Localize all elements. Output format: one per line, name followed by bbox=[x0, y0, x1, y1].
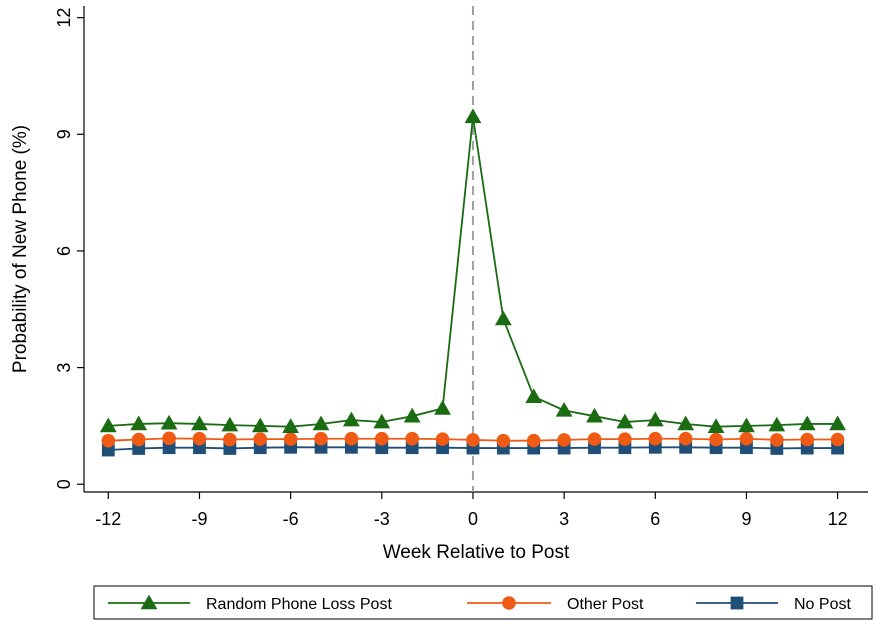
data-point bbox=[646, 411, 664, 427]
legend-item-no-post: No Post bbox=[696, 596, 851, 613]
data-point bbox=[830, 432, 845, 447]
data-point bbox=[709, 432, 723, 447]
x-tick-label: -6 bbox=[283, 509, 299, 529]
data-point bbox=[251, 417, 269, 433]
legend-marker bbox=[502, 596, 516, 610]
data-point bbox=[130, 415, 148, 431]
x-tick-label: 6 bbox=[650, 509, 660, 529]
x-ticks: -12 -9 -6 -3 0 3 6 9 12 bbox=[95, 492, 848, 529]
data-point bbox=[557, 433, 571, 447]
x-tick-label: -12 bbox=[95, 509, 121, 529]
y-tick-label: 12 bbox=[54, 8, 74, 28]
data-point bbox=[586, 407, 603, 423]
data-point bbox=[738, 417, 755, 433]
data-point bbox=[555, 401, 573, 417]
data-point bbox=[403, 407, 421, 423]
y-ticks: 0 3 6 9 12 bbox=[54, 8, 84, 489]
legend-items: Random Phone Loss Post Other Post No Post bbox=[108, 594, 851, 613]
data-point bbox=[618, 432, 632, 446]
x-tick-label: 0 bbox=[468, 509, 478, 529]
data-point bbox=[770, 433, 784, 447]
data-point bbox=[221, 416, 239, 432]
data-point bbox=[739, 431, 754, 446]
data-point bbox=[677, 415, 695, 431]
data-point bbox=[587, 432, 602, 446]
data-point bbox=[312, 415, 330, 431]
data-point bbox=[435, 432, 450, 446]
legend-label: Other Post bbox=[567, 596, 644, 613]
data-point bbox=[616, 413, 634, 429]
data-point bbox=[162, 441, 176, 455]
data-point bbox=[526, 433, 541, 448]
x-axis-label: Week Relative to Post bbox=[383, 542, 570, 563]
data-point bbox=[343, 411, 360, 427]
legend-label: Random Phone Loss Post bbox=[206, 596, 392, 613]
data-point bbox=[525, 388, 543, 404]
data-point bbox=[464, 108, 482, 124]
data-point bbox=[434, 400, 451, 415]
series-layer bbox=[99, 108, 847, 457]
data-point bbox=[466, 433, 480, 447]
series-random-phone-loss-post bbox=[99, 108, 847, 433]
legend-item-other-post: Other Post bbox=[467, 596, 644, 613]
x-tick-label: 9 bbox=[741, 509, 751, 529]
data-point bbox=[374, 431, 389, 446]
data-point bbox=[314, 431, 328, 446]
data-point bbox=[678, 431, 693, 446]
data-point bbox=[768, 416, 786, 432]
data-point bbox=[494, 310, 512, 326]
legend-marker bbox=[730, 596, 744, 610]
data-point bbox=[373, 413, 391, 429]
x-tick-label: 3 bbox=[559, 509, 569, 529]
data-point bbox=[101, 443, 115, 457]
data-point bbox=[191, 415, 208, 431]
y-tick-label: 0 bbox=[54, 479, 74, 489]
data-point bbox=[253, 432, 268, 446]
data-point bbox=[223, 432, 237, 447]
x-tick-label: -3 bbox=[374, 509, 390, 529]
series-other-post bbox=[101, 431, 845, 448]
data-point bbox=[99, 417, 117, 433]
data-point bbox=[798, 415, 816, 431]
data-point bbox=[282, 418, 300, 433]
data-point bbox=[829, 415, 847, 431]
legend-item-random-phone-loss-post: Random Phone Loss Post bbox=[108, 594, 392, 613]
data-point bbox=[162, 431, 176, 446]
data-point bbox=[496, 433, 511, 448]
y-tick-label: 3 bbox=[54, 363, 74, 373]
data-point bbox=[344, 431, 359, 446]
data-point bbox=[131, 432, 146, 447]
data-point bbox=[648, 431, 663, 446]
data-point bbox=[101, 433, 116, 448]
plot-area: 0 3 6 9 12 -12 -9 -6 -3 0 3 6 9 12 bbox=[54, 6, 868, 529]
y-axis-label: Probability of New Phone (%) bbox=[10, 125, 31, 373]
data-point bbox=[800, 432, 815, 447]
y-tick-label: 6 bbox=[54, 246, 74, 256]
x-tick-label: -9 bbox=[191, 509, 207, 529]
data-point bbox=[160, 414, 178, 430]
legend-label: No Post bbox=[794, 596, 851, 613]
legend-marker bbox=[140, 594, 158, 610]
x-tick-label: 12 bbox=[828, 509, 848, 529]
data-point bbox=[405, 431, 419, 446]
data-point bbox=[192, 431, 207, 446]
y-tick-label: 9 bbox=[54, 129, 74, 139]
legend: Random Phone Loss Post Other Post No Post bbox=[93, 585, 873, 620]
data-point bbox=[707, 418, 725, 433]
data-point bbox=[283, 432, 298, 446]
